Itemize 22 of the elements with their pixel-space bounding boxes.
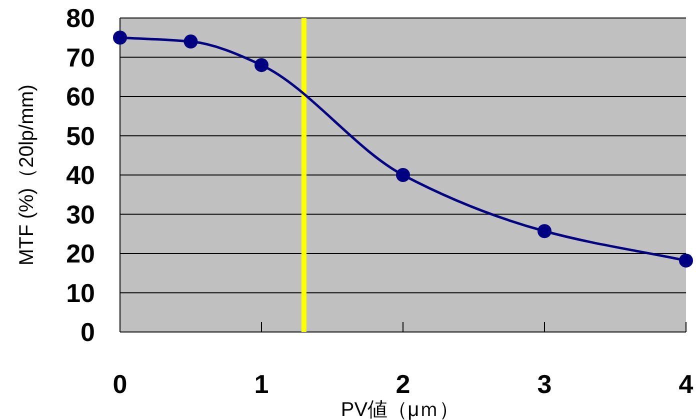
x-tick-label: 0 xyxy=(112,369,128,399)
point xyxy=(679,254,693,268)
y-tick-label: 0 xyxy=(80,317,95,347)
x-tick-label: 4 xyxy=(678,369,694,399)
point xyxy=(254,58,268,72)
x-tick-label: 3 xyxy=(537,369,552,399)
point xyxy=(184,34,198,49)
y-tick-label: 80 xyxy=(66,3,95,33)
point xyxy=(538,224,552,238)
y-tick-label: 50 xyxy=(66,120,95,151)
y-tick-label: 60 xyxy=(66,82,95,112)
y-tick-label: 20 xyxy=(66,238,95,268)
y-axis-title: MTF (%)（20lp/mm) xyxy=(16,84,38,266)
y-tick-label: 70 xyxy=(66,42,95,72)
y-tick-label: 40 xyxy=(66,160,95,190)
point xyxy=(113,30,127,45)
x-tick-label: 2 xyxy=(396,369,410,399)
x-axis-title: PV値（μｍ） xyxy=(340,399,460,420)
y-tick-label: 30 xyxy=(66,199,95,230)
x-tick-label: 1 xyxy=(254,369,269,399)
y-tick-label: 10 xyxy=(66,278,95,308)
point xyxy=(396,168,410,182)
